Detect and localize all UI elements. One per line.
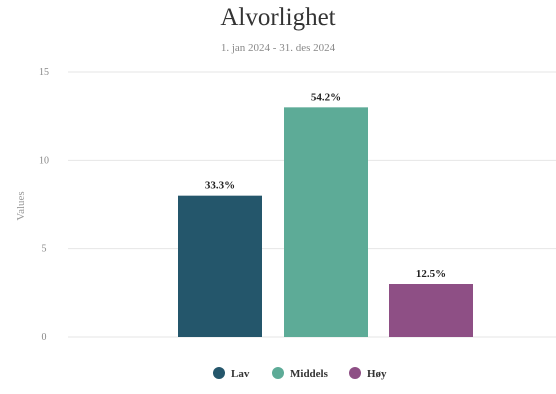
data-label: 33.3% [205,180,235,192]
legend-label: Middels [290,368,329,380]
y-axis-label: Values [15,191,27,220]
legend: Lav Middels Høy [213,367,387,380]
chart-subtitle: 1. jan 2024 - 31. des 2024 [220,42,336,54]
legend-swatch [213,367,225,379]
bars [178,107,473,337]
chart-title: Alvorlighet [220,4,336,31]
legend-swatch [272,367,284,379]
bar-høy [389,284,473,337]
y-tick-label: 10 [39,155,49,166]
data-label: 12.5% [416,268,446,280]
y-tick-label: 5 [42,244,47,255]
legend-swatch [349,367,361,379]
bar-middels [284,107,368,337]
bar-lav [178,195,262,337]
legend-label: Lav [231,368,250,380]
y-axis-ticks: 0 5 10 15 [39,67,49,343]
legend-label: Høy [367,368,387,380]
y-tick-label: 0 [42,332,47,343]
data-label: 54.2% [311,91,341,103]
y-tick-label: 15 [39,67,49,78]
data-labels: 33.3% 54.2% 12.5% [205,91,446,280]
